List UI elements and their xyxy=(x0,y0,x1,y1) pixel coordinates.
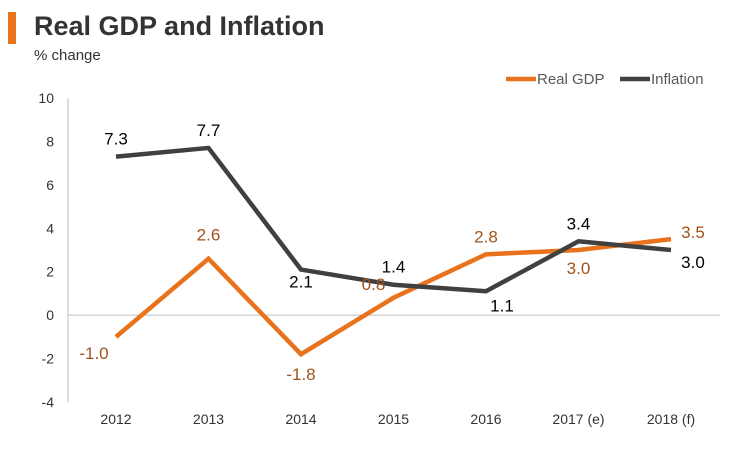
title-accent-bar xyxy=(8,12,16,44)
legend-label: Inflation xyxy=(651,71,704,88)
x-tick-label: 2018 (f) xyxy=(647,411,695,427)
data-label: 7.3 xyxy=(104,130,128,149)
data-label: 2.1 xyxy=(289,273,313,292)
x-tick-label: 2013 xyxy=(193,411,224,427)
y-tick-label: 2 xyxy=(46,264,54,280)
x-tick-label: 2016 xyxy=(470,411,501,427)
x-tick-label: 2012 xyxy=(100,411,131,427)
data-label: 3.5 xyxy=(681,223,705,242)
series-line-inflation xyxy=(115,145,672,294)
y-tick-label: -4 xyxy=(42,394,55,410)
legend-label: Real GDP xyxy=(537,71,605,88)
x-tick-label: 2014 xyxy=(285,411,316,427)
data-label: 2.6 xyxy=(197,226,221,245)
y-tick-label: 4 xyxy=(46,220,54,236)
chart-subtitle: % change xyxy=(34,47,101,64)
chart-title: Real GDP and Inflation xyxy=(34,11,325,41)
y-tick-label: 10 xyxy=(38,90,54,106)
y-tick-label: 0 xyxy=(46,307,54,323)
x-tick-label: 2015 xyxy=(378,411,409,427)
y-tick-label: 8 xyxy=(46,133,54,149)
data-label: 1.1 xyxy=(490,296,514,315)
data-label: 7.7 xyxy=(197,121,221,140)
data-label: 1.4 xyxy=(382,258,406,277)
data-label: 3.0 xyxy=(681,253,705,272)
data-label: -1.8 xyxy=(286,365,315,384)
x-tick-label: 2017 (e) xyxy=(552,411,604,427)
data-label: 3.0 xyxy=(567,259,591,278)
data-label: 2.8 xyxy=(474,227,498,246)
y-tick-label: 6 xyxy=(46,177,54,193)
data-label: 3.4 xyxy=(567,214,591,233)
y-tick-label: -2 xyxy=(42,351,55,367)
data-label: 0.8 xyxy=(362,275,386,294)
data-label: -1.0 xyxy=(79,344,108,363)
series-line-real-gdp xyxy=(114,236,672,358)
